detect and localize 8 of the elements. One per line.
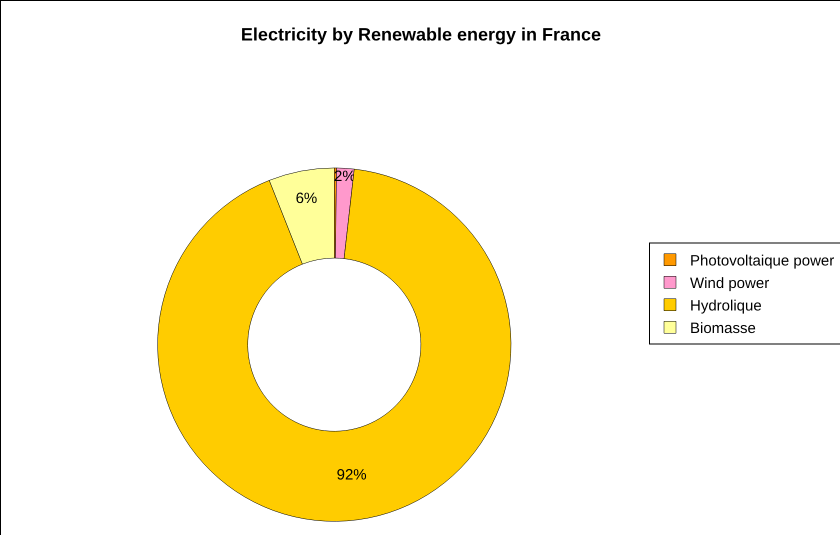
legend-label: Photovoltaique power — [690, 252, 834, 270]
donut-slice — [157, 168, 512, 522]
data-label: 92% — [336, 466, 367, 484]
data-label: 6% — [296, 190, 318, 207]
legend-label: Wind power — [690, 275, 770, 292]
chart-title: Electricity by Renewable energy in France — [240, 24, 602, 44]
legend-label: Biomasse — [690, 320, 756, 338]
legend-label: Hydrolique — [690, 298, 762, 315]
